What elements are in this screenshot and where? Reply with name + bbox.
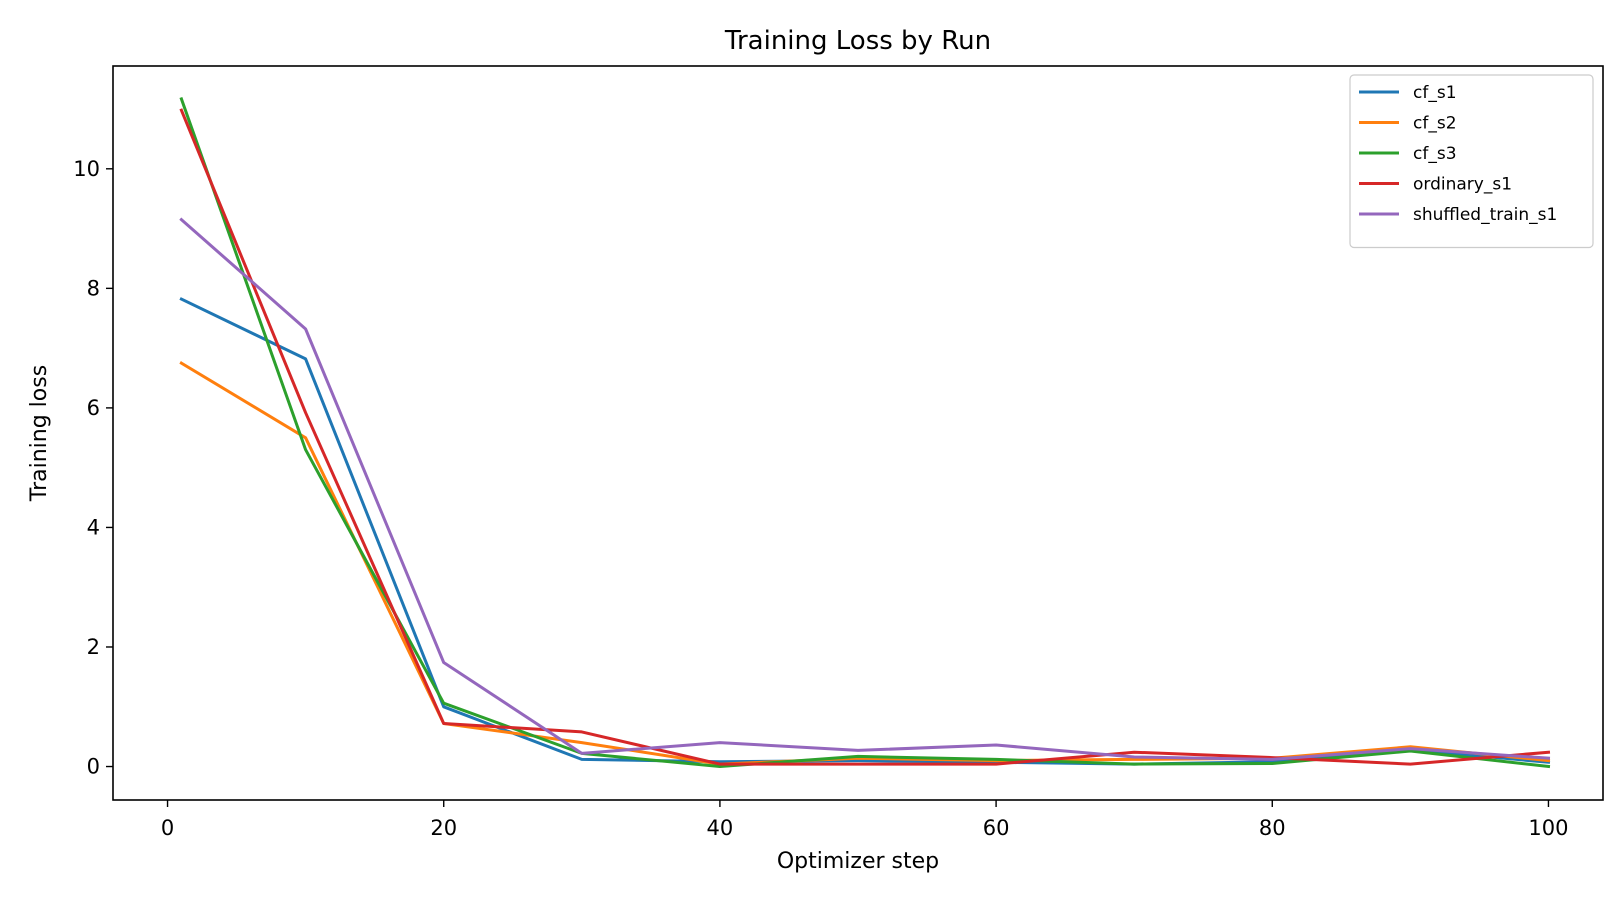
series-line-shuffled-train-s1 (179, 217, 1551, 761)
legend-entry: cf_s1 (1413, 83, 1457, 103)
legend: cf_s1 cf_s2 cf_s3 ordinary_s1 shuffled_train… (1349, 74, 1594, 249)
legend-entry: shuffled_train_s1 (1413, 205, 1557, 225)
y-tick-label: 10 (73, 157, 100, 181)
chart-title: Training Loss by Run (724, 26, 991, 56)
x-tick-label: 80 (1259, 816, 1286, 840)
y-tick-label: 2 (87, 635, 100, 659)
legend-entry: cf_s3 (1413, 144, 1457, 164)
plot-frame (112, 65, 1604, 801)
y-tick-label: 6 (87, 396, 100, 420)
y-tick-label: 8 (87, 276, 100, 300)
x-tick-label: 100 (1528, 816, 1568, 840)
legend-box (1349, 74, 1594, 249)
x-tick-label: 0 (161, 816, 174, 840)
plot-area (179, 96, 1551, 769)
x-axis-ticks: 0 20 40 60 80 100 (161, 800, 1569, 840)
x-tick-label: 40 (707, 816, 734, 840)
series-line-cf-s1 (179, 297, 1551, 766)
legend-entry: ordinary_s1 (1413, 175, 1512, 195)
y-axis-label: Training loss (27, 365, 52, 502)
x-axis-label: Optimizer step (777, 849, 939, 874)
legend-entry: cf_s2 (1413, 114, 1457, 134)
y-tick-label: 0 (87, 755, 100, 779)
series-line-cf-s3 (179, 96, 1551, 769)
series-line-ordinary-s1 (179, 108, 1551, 766)
x-tick-label: 60 (983, 816, 1010, 840)
x-tick-label: 20 (430, 816, 457, 840)
y-tick-label: 4 (87, 515, 100, 539)
y-axis-ticks: 0 2 4 6 8 10 (73, 157, 113, 779)
